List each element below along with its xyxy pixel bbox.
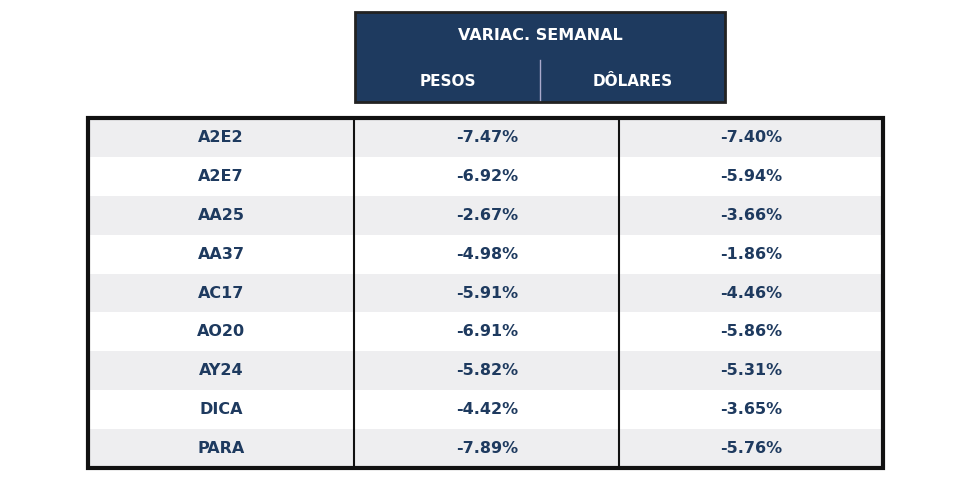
Text: AA25: AA25 (198, 208, 245, 223)
Text: A2E2: A2E2 (198, 130, 244, 145)
Text: -4.98%: -4.98% (456, 247, 517, 262)
Text: -5.76%: -5.76% (720, 441, 782, 456)
Text: -6.92%: -6.92% (456, 169, 517, 184)
Text: AA37: AA37 (198, 247, 245, 262)
Text: AC17: AC17 (198, 285, 244, 300)
Text: -5.94%: -5.94% (720, 169, 782, 184)
Text: VARIAC. SEMANAL: VARIAC. SEMANAL (458, 28, 622, 44)
Text: -5.31%: -5.31% (720, 363, 782, 378)
Text: PARA: PARA (198, 441, 245, 456)
Text: -4.46%: -4.46% (720, 285, 782, 300)
Text: DÔLARES: DÔLARES (593, 73, 672, 89)
Text: -3.65%: -3.65% (720, 402, 782, 417)
Text: -5.91%: -5.91% (456, 285, 517, 300)
Text: -7.89%: -7.89% (456, 441, 517, 456)
Text: -3.66%: -3.66% (720, 208, 782, 223)
Text: AO20: AO20 (197, 324, 245, 340)
Text: -6.91%: -6.91% (456, 324, 517, 340)
Text: PESOS: PESOS (419, 73, 475, 89)
Text: -5.86%: -5.86% (720, 324, 782, 340)
Text: -5.82%: -5.82% (456, 363, 517, 378)
Text: -1.86%: -1.86% (720, 247, 782, 262)
Text: AY24: AY24 (199, 363, 243, 378)
Text: -4.42%: -4.42% (456, 402, 517, 417)
Text: -7.47%: -7.47% (456, 130, 517, 145)
Text: -7.40%: -7.40% (720, 130, 782, 145)
Text: A2E7: A2E7 (198, 169, 244, 184)
Text: DICA: DICA (199, 402, 243, 417)
Text: -2.67%: -2.67% (456, 208, 517, 223)
